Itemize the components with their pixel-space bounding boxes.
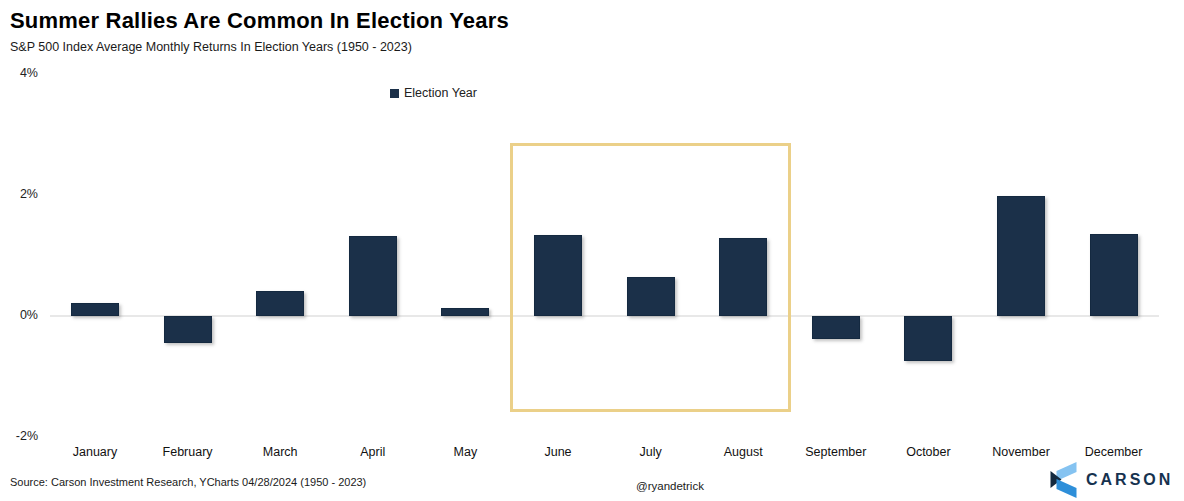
bar-september bbox=[812, 316, 860, 339]
x-axis-label-november: November bbox=[975, 445, 1067, 459]
x-axis-label-september: September bbox=[790, 445, 882, 459]
x-axis-label-april: April bbox=[327, 445, 419, 459]
bar-february bbox=[164, 316, 212, 343]
y-axis-tick-4pct: 4% bbox=[0, 65, 38, 81]
y-axis-tick-0pct: 0% bbox=[0, 307, 38, 323]
bar-march bbox=[256, 291, 304, 316]
x-axis-label-may: May bbox=[419, 445, 511, 459]
x-axis-label-august: August bbox=[697, 445, 789, 459]
bar-october bbox=[904, 316, 952, 361]
x-axis-label-january: January bbox=[49, 445, 141, 459]
y-axis-tick-neg2pct: -2% bbox=[0, 428, 38, 444]
bar-august bbox=[719, 238, 767, 316]
y-axis-tick-2pct: 2% bbox=[0, 186, 38, 202]
bar-july bbox=[627, 277, 675, 316]
x-axis-label-october: October bbox=[882, 445, 974, 459]
source-note: Source: Carson Investment Research, YCha… bbox=[10, 476, 366, 488]
bar-december bbox=[1090, 234, 1138, 316]
x-axis-label-december: December bbox=[1068, 445, 1160, 459]
bar-january bbox=[71, 303, 119, 316]
x-axis-label-february: February bbox=[142, 445, 234, 459]
bar-chart-plot-area: 4% 2% 0% -2% JanuaryFebruaryMarchAprilMayJun… bbox=[0, 0, 1184, 501]
bar-november bbox=[997, 196, 1045, 316]
author-handle: @ryandetrick bbox=[636, 480, 704, 492]
x-axis-label-july: July bbox=[605, 445, 697, 459]
chart-page: Summer Rallies Are Common In Election Ye… bbox=[0, 0, 1184, 501]
carson-logo-icon bbox=[1049, 462, 1077, 498]
carson-brand-text: CARSON bbox=[1086, 471, 1173, 489]
bar-may bbox=[441, 308, 489, 316]
x-axis-label-june: June bbox=[512, 445, 604, 459]
bar-april bbox=[349, 236, 397, 316]
x-axis-label-march: March bbox=[234, 445, 326, 459]
carson-brand: CARSON bbox=[1049, 462, 1173, 498]
bar-june bbox=[534, 235, 582, 316]
